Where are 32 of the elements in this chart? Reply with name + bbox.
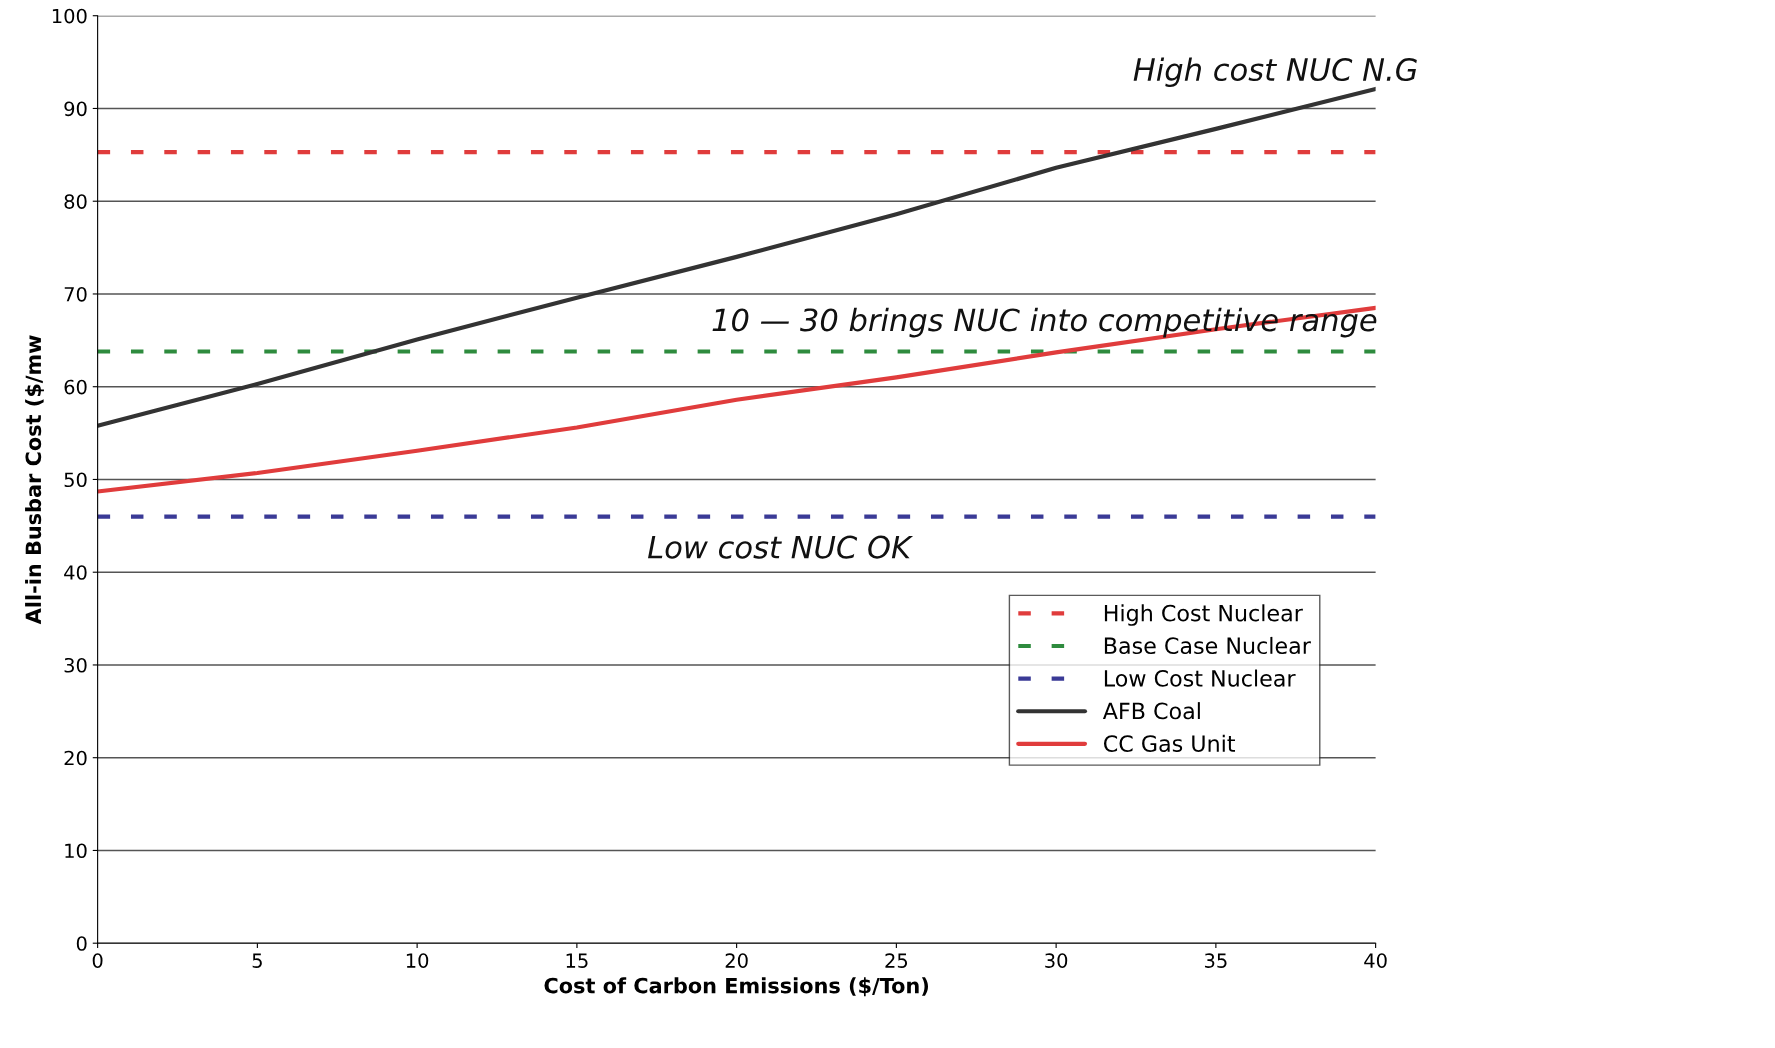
y-tick-label: 40	[64, 565, 87, 580]
legend-label: High Cost Nuclear	[1104, 604, 1303, 626]
y-tick-label: 30	[64, 657, 87, 673]
y-tick-label: 10	[65, 843, 87, 859]
x-tick-label: 0	[92, 953, 103, 968]
y-tick-label: 20	[64, 750, 87, 766]
y-tick-label: 100	[52, 8, 87, 24]
x-tick-label: 35	[1204, 953, 1227, 968]
x-tick-label: 20	[725, 953, 748, 968]
legend-label: AFB Coal	[1102, 702, 1200, 720]
legend-label: Base Case Nuclear	[1104, 636, 1311, 655]
annotation: 10 — 30 brings NUC into competitive range	[712, 307, 1377, 338]
line-series	[97, 305, 1376, 494]
line-series	[97, 86, 1376, 428]
y-tick-label: 70	[64, 286, 87, 302]
annotation: Low cost NUC OK	[647, 535, 914, 559]
y-tick-label: 60	[64, 379, 87, 395]
x-tick-label: 5	[252, 953, 262, 968]
y-tick-label: 0	[76, 936, 87, 951]
y-tick-label: 80	[64, 194, 87, 209]
x-tick-label: 40	[1364, 953, 1387, 968]
y-tick-label: 50	[64, 472, 87, 488]
annotation: High cost NUC N.G	[1133, 57, 1417, 87]
x-tick-label: 25	[885, 953, 908, 968]
y-axis-title: All-in Busbar Cost ($/mw	[25, 335, 44, 625]
legend-label: CC Gas Unit	[1103, 734, 1236, 752]
legend-label: Low Cost Nuclear	[1104, 669, 1296, 687]
x-axis-title: Cost of Carbon Emissions ($/Ton)	[544, 977, 929, 997]
x-tick-label: 10	[406, 953, 429, 968]
y-tick-label: 90	[64, 101, 87, 117]
x-tick-label: 30	[1045, 953, 1068, 968]
x-tick-label: 15	[566, 953, 588, 968]
